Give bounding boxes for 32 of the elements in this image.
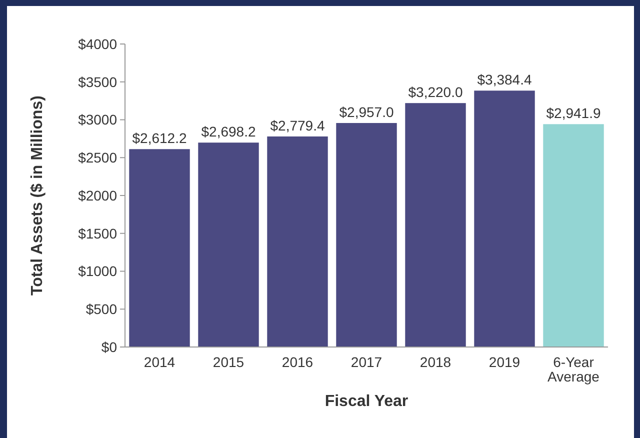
data-label: $2,957.0 xyxy=(339,104,394,120)
x-tick-label: 6-Year Average xyxy=(548,354,600,385)
x-tick-label: 2016 xyxy=(282,354,314,370)
bar xyxy=(543,124,604,347)
x-axis-title: Fiscal Year xyxy=(324,393,408,410)
y-tick-label: $0 xyxy=(101,338,118,355)
bar xyxy=(405,103,466,347)
y-axis-title: Total Assets ($ in Millions) xyxy=(29,95,46,296)
x-tick-label: 2018 xyxy=(420,354,452,370)
y-tick-label: $1500 xyxy=(78,225,118,242)
y-tick-label: $2500 xyxy=(78,150,118,166)
y-tick-label: $500 xyxy=(86,301,118,318)
data-label: $2,941.9 xyxy=(546,105,601,122)
x-tick-label: 2014 xyxy=(144,354,176,370)
data-label: $2,779.4 xyxy=(270,117,325,134)
y-tick-label: $4000 xyxy=(78,36,118,52)
data-label: $3,384.4 xyxy=(477,72,532,88)
data-label: $2,698.2 xyxy=(201,124,256,140)
y-tick-label: $3000 xyxy=(78,112,118,128)
bar xyxy=(474,90,535,347)
x-tick-label: 2019 xyxy=(488,354,520,370)
bar xyxy=(267,136,328,347)
x-tick-label: 2015 xyxy=(212,354,244,370)
data-label: $2,612.2 xyxy=(132,130,187,146)
y-tick-label: $3500 xyxy=(78,74,118,90)
y-tick-label: $2000 xyxy=(78,187,118,204)
bar xyxy=(336,123,397,347)
y-tick-label: $1000 xyxy=(78,263,118,280)
x-tick-label: 2017 xyxy=(350,354,382,370)
bar xyxy=(198,142,259,347)
data-label: $3,220.0 xyxy=(408,84,463,100)
bar xyxy=(129,149,190,347)
